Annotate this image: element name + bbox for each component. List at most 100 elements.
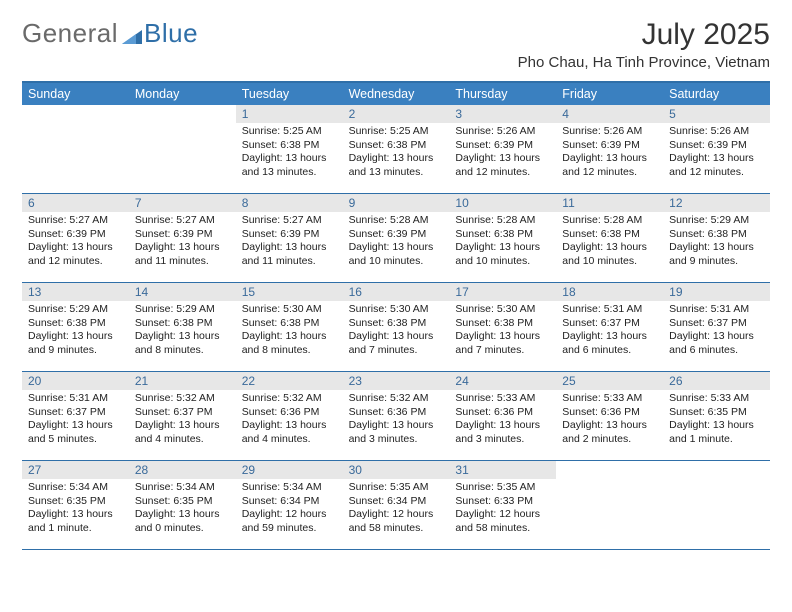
- calendar-day: 6Sunrise: 5:27 AMSunset: 6:39 PMDaylight…: [22, 194, 129, 282]
- day-details: Sunrise: 5:30 AMSunset: 6:38 PMDaylight:…: [343, 301, 450, 362]
- calendar-day: 4Sunrise: 5:26 AMSunset: 6:39 PMDaylight…: [556, 105, 663, 193]
- sunset-line: Sunset: 6:39 PM: [455, 139, 533, 151]
- daylight-line: Daylight: 13 hours and 0 minutes.: [135, 508, 220, 534]
- page-title: July 2025: [518, 18, 770, 52]
- sunset-line: Sunset: 6:37 PM: [669, 317, 747, 329]
- title-block: July 2025 Pho Chau, Ha Tinh Province, Vi…: [518, 18, 770, 71]
- day-details: Sunrise: 5:31 AMSunset: 6:37 PMDaylight:…: [22, 390, 129, 451]
- sunrise-line: Sunrise: 5:27 AM: [28, 214, 108, 226]
- day-header-row: Sunday Monday Tuesday Wednesday Thursday…: [22, 83, 770, 105]
- day-number: 31: [449, 461, 556, 479]
- day-number: 20: [22, 372, 129, 390]
- day-details: Sunrise: 5:32 AMSunset: 6:37 PMDaylight:…: [129, 390, 236, 451]
- day-details: Sunrise: 5:25 AMSunset: 6:38 PMDaylight:…: [343, 123, 450, 184]
- calendar-day: 20Sunrise: 5:31 AMSunset: 6:37 PMDayligh…: [22, 372, 129, 460]
- calendar-day: 7Sunrise: 5:27 AMSunset: 6:39 PMDaylight…: [129, 194, 236, 282]
- sunrise-line: Sunrise: 5:33 AM: [562, 392, 642, 404]
- day-number: 6: [22, 194, 129, 212]
- sunset-line: Sunset: 6:38 PM: [455, 228, 533, 240]
- day-details: Sunrise: 5:32 AMSunset: 6:36 PMDaylight:…: [236, 390, 343, 451]
- day-details: Sunrise: 5:27 AMSunset: 6:39 PMDaylight:…: [236, 212, 343, 273]
- day-number: 16: [343, 283, 450, 301]
- sunrise-line: Sunrise: 5:26 AM: [669, 125, 749, 137]
- daylight-line: Daylight: 13 hours and 10 minutes.: [562, 241, 647, 267]
- day-header: Wednesday: [343, 83, 450, 105]
- calendar-day: 26Sunrise: 5:33 AMSunset: 6:35 PMDayligh…: [663, 372, 770, 460]
- sunset-line: Sunset: 6:36 PM: [455, 406, 533, 418]
- daylight-line: Daylight: 13 hours and 3 minutes.: [455, 419, 540, 445]
- day-details: Sunrise: 5:29 AMSunset: 6:38 PMDaylight:…: [129, 301, 236, 362]
- sunrise-line: Sunrise: 5:31 AM: [28, 392, 108, 404]
- sunrise-line: Sunrise: 5:33 AM: [669, 392, 749, 404]
- sunset-line: Sunset: 6:38 PM: [242, 317, 320, 329]
- sunset-line: Sunset: 6:38 PM: [669, 228, 747, 240]
- sunrise-line: Sunrise: 5:34 AM: [135, 481, 215, 493]
- day-details: Sunrise: 5:27 AMSunset: 6:39 PMDaylight:…: [22, 212, 129, 273]
- day-number: 25: [556, 372, 663, 390]
- sunset-line: Sunset: 6:39 PM: [242, 228, 320, 240]
- sunset-line: Sunset: 6:38 PM: [28, 317, 106, 329]
- day-number: 30: [343, 461, 450, 479]
- calendar-body: ..1Sunrise: 5:25 AMSunset: 6:38 PMDaylig…: [22, 105, 770, 550]
- day-number: 29: [236, 461, 343, 479]
- calendar-day: 21Sunrise: 5:32 AMSunset: 6:37 PMDayligh…: [129, 372, 236, 460]
- daylight-line: Daylight: 12 hours and 58 minutes.: [455, 508, 540, 534]
- calendar-week: 6Sunrise: 5:27 AMSunset: 6:39 PMDaylight…: [22, 194, 770, 283]
- day-details: Sunrise: 5:27 AMSunset: 6:39 PMDaylight:…: [129, 212, 236, 273]
- day-details: Sunrise: 5:31 AMSunset: 6:37 PMDaylight:…: [663, 301, 770, 362]
- calendar-day: 8Sunrise: 5:27 AMSunset: 6:39 PMDaylight…: [236, 194, 343, 282]
- day-details: Sunrise: 5:26 AMSunset: 6:39 PMDaylight:…: [556, 123, 663, 184]
- calendar-day: 25Sunrise: 5:33 AMSunset: 6:36 PMDayligh…: [556, 372, 663, 460]
- sunset-line: Sunset: 6:38 PM: [349, 317, 427, 329]
- day-header: Tuesday: [236, 83, 343, 105]
- sunrise-line: Sunrise: 5:33 AM: [455, 392, 535, 404]
- calendar-day: 13Sunrise: 5:29 AMSunset: 6:38 PMDayligh…: [22, 283, 129, 371]
- sunset-line: Sunset: 6:38 PM: [135, 317, 213, 329]
- day-details: Sunrise: 5:28 AMSunset: 6:39 PMDaylight:…: [343, 212, 450, 273]
- day-header: Sunday: [22, 83, 129, 105]
- sunset-line: Sunset: 6:38 PM: [349, 139, 427, 151]
- calendar-day: 16Sunrise: 5:30 AMSunset: 6:38 PMDayligh…: [343, 283, 450, 371]
- day-details: Sunrise: 5:33 AMSunset: 6:35 PMDaylight:…: [663, 390, 770, 451]
- day-details: Sunrise: 5:30 AMSunset: 6:38 PMDaylight:…: [236, 301, 343, 362]
- daylight-line: Daylight: 13 hours and 10 minutes.: [349, 241, 434, 267]
- daylight-line: Daylight: 13 hours and 13 minutes.: [242, 152, 327, 178]
- daylight-line: Daylight: 13 hours and 2 minutes.: [562, 419, 647, 445]
- calendar-week: 27Sunrise: 5:34 AMSunset: 6:35 PMDayligh…: [22, 461, 770, 550]
- sunset-line: Sunset: 6:39 PM: [349, 228, 427, 240]
- day-details: Sunrise: 5:26 AMSunset: 6:39 PMDaylight:…: [663, 123, 770, 184]
- sunrise-line: Sunrise: 5:29 AM: [135, 303, 215, 315]
- sunset-line: Sunset: 6:38 PM: [562, 228, 640, 240]
- sunset-line: Sunset: 6:39 PM: [669, 139, 747, 151]
- sunrise-line: Sunrise: 5:34 AM: [28, 481, 108, 493]
- day-details: Sunrise: 5:33 AM Sunset: 6:36 PMDaylight:…: [449, 390, 556, 451]
- sunrise-line: Sunrise: 5:30 AM: [242, 303, 322, 315]
- day-details: Sunrise: 5:33 AMSunset: 6:36 PMDaylight:…: [556, 390, 663, 451]
- daylight-line: Daylight: 13 hours and 6 minutes.: [669, 330, 754, 356]
- daylight-line: Daylight: 13 hours and 13 minutes.: [349, 152, 434, 178]
- sunrise-line: Sunrise: 5:29 AM: [28, 303, 108, 315]
- calendar-day: 10Sunrise: 5:28 AMSunset: 6:38 PMDayligh…: [449, 194, 556, 282]
- day-number: 8: [236, 194, 343, 212]
- sunset-line: Sunset: 6:35 PM: [669, 406, 747, 418]
- sunrise-line: Sunrise: 5:32 AM: [135, 392, 215, 404]
- calendar: Sunday Monday Tuesday Wednesday Thursday…: [22, 81, 770, 550]
- day-number: 15: [236, 283, 343, 301]
- day-number: 28: [129, 461, 236, 479]
- sunset-line: Sunset: 6:37 PM: [28, 406, 106, 418]
- sunrise-line: Sunrise: 5:26 AM: [455, 125, 535, 137]
- sunset-line: Sunset: 6:37 PM: [135, 406, 213, 418]
- day-details: Sunrise: 5:30 AMSunset: 6:38 PMDaylight:…: [449, 301, 556, 362]
- daylight-line: Daylight: 13 hours and 4 minutes.: [242, 419, 327, 445]
- sunrise-line: Sunrise: 5:27 AM: [135, 214, 215, 226]
- day-header: Thursday: [449, 83, 556, 105]
- sunset-line: Sunset: 6:36 PM: [242, 406, 320, 418]
- day-details: Sunrise: 5:25 AMSunset: 6:38 PMDaylight:…: [236, 123, 343, 184]
- calendar-day: 15Sunrise: 5:30 AMSunset: 6:38 PMDayligh…: [236, 283, 343, 371]
- day-details: Sunrise: 5:34 AMSunset: 6:34 PMDaylight:…: [236, 479, 343, 540]
- daylight-line: Daylight: 13 hours and 10 minutes.: [455, 241, 540, 267]
- sunrise-line: Sunrise: 5:29 AM: [669, 214, 749, 226]
- day-number: 23: [343, 372, 450, 390]
- day-number: 4: [556, 105, 663, 123]
- sunrise-line: Sunrise: 5:28 AM: [455, 214, 535, 226]
